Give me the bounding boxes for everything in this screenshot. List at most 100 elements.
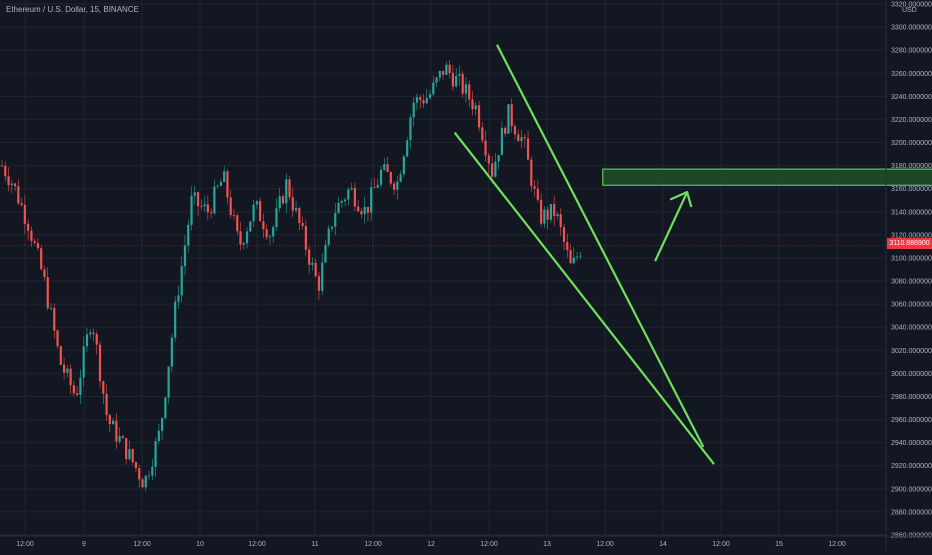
candle-body <box>92 332 95 335</box>
candle-body <box>350 187 353 190</box>
candle-body <box>223 171 226 182</box>
candle-body <box>190 195 193 225</box>
candle-body <box>487 155 490 164</box>
x-tick-label: 12 <box>427 541 435 548</box>
candle-body <box>334 213 337 227</box>
candle-body <box>317 276 321 291</box>
candle-body <box>174 301 177 338</box>
y-tick-label: 3320.000000 <box>891 2 932 9</box>
y-tick-label: 2980.000000 <box>891 394 932 401</box>
candle-body <box>536 188 539 200</box>
candle-body <box>105 393 108 415</box>
y-tick-label: 2940.000000 <box>891 440 932 447</box>
y-tick-label: 3080.000000 <box>891 279 932 286</box>
candle-body <box>399 174 402 182</box>
candle-body <box>46 276 49 309</box>
candle-body <box>497 155 500 162</box>
wedge-lower-line[interactable] <box>454 132 715 465</box>
candle-body <box>108 414 111 425</box>
candle-body <box>177 295 180 302</box>
candle-body <box>383 164 386 170</box>
y-tick-label: 3220.000000 <box>891 117 932 124</box>
candle-body <box>118 436 121 442</box>
candle-body <box>474 105 477 110</box>
candle-body <box>471 99 474 110</box>
target-zone[interactable] <box>602 168 932 186</box>
y-tick-label: 3020.000000 <box>891 348 932 355</box>
candle-body <box>517 134 520 141</box>
arrow-shaft[interactable] <box>654 191 689 262</box>
candle-body <box>340 201 343 203</box>
candle-body <box>291 197 294 211</box>
y-tick-label: 3120.000000 <box>891 232 932 239</box>
candle-body <box>579 255 582 257</box>
candle-body <box>249 221 252 232</box>
candle-body <box>36 242 40 249</box>
x-tick-label: 15 <box>775 541 783 548</box>
y-tick-label: 3060.000000 <box>891 302 932 309</box>
candle-body <box>20 203 23 205</box>
candles <box>0 60 582 492</box>
candle-body <box>226 171 229 198</box>
candle-body <box>43 269 46 277</box>
drawings[interactable] <box>454 44 932 465</box>
candle-body <box>69 368 72 386</box>
y-tick-label: 3100.000000 <box>891 255 932 262</box>
y-tick-label: 3180.000000 <box>891 163 932 170</box>
candle-body <box>157 430 160 442</box>
candle-body <box>353 187 356 207</box>
candle-body <box>321 262 324 291</box>
candle-body <box>553 204 556 217</box>
candle-body <box>484 140 487 156</box>
candle-body <box>278 196 281 209</box>
x-tick-label: 12:00 <box>828 541 846 548</box>
candle-body <box>147 475 151 477</box>
x-tick-label: 12:00 <box>364 541 382 548</box>
candle-body <box>7 176 10 186</box>
candle-body <box>141 479 144 488</box>
candle-body <box>494 161 497 177</box>
candle-body <box>445 64 448 75</box>
candle-body <box>530 159 533 187</box>
candle-body <box>301 223 304 226</box>
candle-body <box>59 346 62 365</box>
candle-body <box>210 212 213 214</box>
candle-body <box>216 185 219 187</box>
x-tick-label: 10 <box>196 541 204 548</box>
candle-body <box>164 397 167 418</box>
candle-body <box>72 385 75 394</box>
candle-body <box>520 137 523 141</box>
candle-body <box>262 221 265 230</box>
x-tick-label: 12:00 <box>596 541 614 548</box>
candle-body <box>308 249 311 265</box>
candle-body <box>98 344 102 382</box>
candle-body <box>56 330 59 347</box>
candle-body <box>363 206 366 215</box>
wedge-upper-line[interactable] <box>496 44 705 448</box>
candle-body <box>128 449 131 460</box>
x-tick-label: 12:00 <box>480 541 498 548</box>
candle-body <box>569 250 572 264</box>
candle-body <box>170 337 174 367</box>
arrow-head[interactable] <box>669 191 693 208</box>
candle-body <box>66 368 69 373</box>
candle-body <box>203 204 206 207</box>
candle-body <box>428 94 432 98</box>
candle-body <box>337 202 340 214</box>
candle-body <box>422 100 425 104</box>
candle-body <box>435 77 438 83</box>
candle-body <box>13 183 17 187</box>
y-tick-label: 3300.000000 <box>891 25 932 32</box>
x-tick-label: 12:00 <box>712 541 730 548</box>
y-tick-label: 3140.000000 <box>891 209 932 216</box>
candle-body <box>131 449 134 463</box>
candle-body <box>115 420 118 442</box>
candle-body <box>239 231 242 245</box>
y-tick-label: 2920.000000 <box>891 463 932 470</box>
candle-body <box>481 127 484 141</box>
candle-body <box>562 227 566 243</box>
x-tick-label: 11 <box>311 541 318 548</box>
candle-body <box>89 332 92 335</box>
